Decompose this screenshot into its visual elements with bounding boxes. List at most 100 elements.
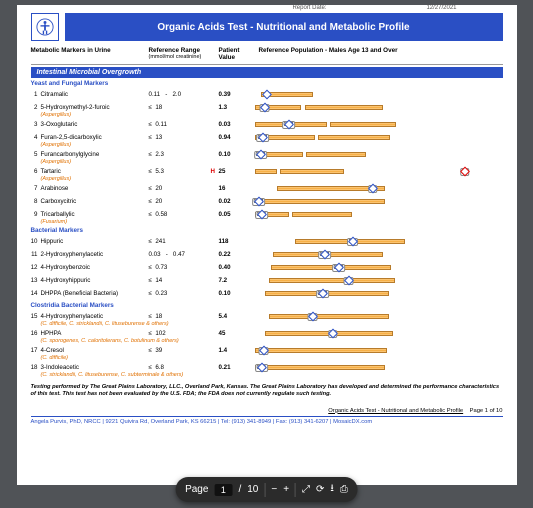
range-chart: 0.03 (255, 119, 503, 130)
page-footer: Organic Acids Test - Nutritional and Met… (31, 408, 503, 414)
row-number: 7 (31, 185, 41, 192)
reference-range: ≤ 0.73 (149, 264, 219, 271)
analyte-name: 5-Hydroxymethyl-2-furoic (41, 104, 149, 111)
row-number: 9 (31, 211, 41, 218)
patient-value: 0.10 (219, 290, 255, 297)
patient-value: H25 (219, 168, 255, 175)
group-title: Bacterial Markers (31, 227, 503, 234)
patient-value: 0.02 (219, 198, 255, 205)
range-chart: 45 (255, 328, 503, 339)
report-page: Report Date: 12/27/2021 Organic Acids Te… (17, 5, 517, 485)
reference-range: ≤ 20 (149, 185, 219, 192)
analyte-name: HPHPA (41, 330, 149, 337)
row-number: 6 (31, 168, 41, 175)
range-chart: 0.21 (255, 362, 503, 373)
row-number: 11 (31, 251, 41, 258)
analyte-row: 174-Cresol≤ 391.41.4 (31, 344, 503, 357)
header-top-label: Report Date: (292, 5, 326, 11)
analyte-name: 3-Oxoglutaric (41, 121, 149, 128)
col-value: Patient Value (219, 47, 259, 61)
range-chart: 1.4 (255, 345, 503, 356)
range-chart: 0.05 (255, 209, 503, 220)
range-chart: 7.2 (255, 275, 503, 286)
reference-range: ≤ 5.3 (149, 168, 219, 175)
toolbar-divider (264, 483, 265, 497)
page-number-input[interactable] (214, 484, 232, 496)
range-chart: 0.10 (255, 149, 503, 160)
analyte-name: 4-Cresol (41, 347, 149, 354)
fit-width-icon[interactable]: ⤢ (302, 484, 310, 495)
reference-range: 0.03 - 0.47 (149, 251, 219, 258)
analyte-name: Tricarballylic (41, 211, 149, 218)
report-title: Organic Acids Test - Nutritional and Met… (65, 13, 503, 41)
patient-value: 5.4 (219, 313, 255, 320)
analyte-name: Hippuric (41, 238, 149, 245)
analyte-row: 25-Hydroxymethyl-2-furoic≤ 181.31.3 (31, 101, 503, 114)
patient-value: 0.05 (219, 211, 255, 218)
col-population: Reference Population - Males Age 13 and … (259, 47, 503, 61)
patient-value: 0.22 (219, 251, 255, 258)
zoom-out-icon[interactable]: − (271, 484, 277, 495)
reference-range: ≤ 18 (149, 104, 219, 111)
patient-value: 16 (219, 185, 255, 192)
lab-logo-icon (31, 13, 59, 41)
patient-value: 0.40 (219, 264, 255, 271)
row-number: 4 (31, 134, 41, 141)
range-chart: 118 (255, 236, 503, 247)
analyte-name: Arabinose (41, 185, 149, 192)
row-number: 18 (31, 364, 41, 371)
reference-range: ≤ 39 (149, 347, 219, 354)
analyte-name: Tartaric (41, 168, 149, 175)
patient-value: 7.2 (219, 277, 255, 284)
col-marker: Metabolic Markers in Urine (31, 47, 149, 61)
rotate-icon[interactable]: ⟳ (316, 484, 324, 495)
reference-range: ≤ 241 (149, 238, 219, 245)
pdf-toolbar: Page / 10 − + ⤢ ⟳ ⭳ ⎙ (175, 477, 358, 502)
analyte-name: Citramalic (41, 91, 149, 98)
analyte-name: Carboxycitric (41, 198, 149, 205)
group-title: Clostridia Bacterial Markers (31, 302, 503, 309)
range-chart: 0.40 (255, 262, 503, 273)
print-icon[interactable]: ⎙ (340, 484, 348, 495)
reference-range: ≤ 0.11 (149, 121, 219, 128)
analyte-row: 6Tartaric≤ 5.3H2525 (31, 165, 503, 178)
row-number: 15 (31, 313, 41, 320)
analyte-name: 4-Hydroxyphenylacetic (41, 313, 149, 320)
range-chart: 1.3 (255, 102, 503, 113)
patient-value: 0.94 (219, 134, 255, 141)
analyte-row: 183-Indoleacetic≤ 6.80.210.21 (31, 361, 503, 374)
patient-value: 0.21 (219, 364, 255, 371)
page-sep: / (238, 484, 241, 495)
row-number: 17 (31, 347, 41, 354)
download-icon[interactable]: ⭳ (330, 481, 334, 498)
reference-range: 0.11 - 2.0 (149, 91, 219, 98)
col-range: Reference Range (mmol/mol creatinine) (149, 47, 219, 61)
results-body: Yeast and Fungal Markers1Citramalic0.11 … (31, 80, 503, 378)
reference-range: ≤ 102 (149, 330, 219, 337)
row-number: 3 (31, 121, 41, 128)
zoom-in-icon[interactable]: + (283, 484, 289, 495)
patient-value: 0.39 (219, 91, 255, 98)
range-chart: 0.94 (255, 132, 503, 143)
row-number: 13 (31, 277, 41, 284)
row-number: 5 (31, 151, 41, 158)
analyte-name: 2-Hydroxyphenylacetic (41, 251, 149, 258)
analyte-name: Furancarbonylglycine (41, 151, 149, 158)
analyte-row: 14DHPPA (Beneficial Bacteria)≤ 0.230.100… (31, 287, 503, 300)
disclaimer: Testing performed by The Great Plains La… (31, 384, 503, 398)
analyte-name: Furan-2,5-dicarboxylic (41, 134, 149, 141)
analyte-row: 112-Hydroxyphenylacetic0.03 - 0.470.220.… (31, 248, 503, 261)
analyte-name: 4-Hydroxybenzoic (41, 264, 149, 271)
reference-range: ≤ 13 (149, 134, 219, 141)
range-chart (255, 89, 503, 100)
analyte-row: 8Carboxycitric≤ 200.020.02 (31, 195, 503, 208)
reference-range: ≤ 20 (149, 198, 219, 205)
toolbar-divider (295, 483, 296, 497)
range-chart: 25 (255, 166, 503, 177)
row-number: 14 (31, 290, 41, 297)
row-number: 1 (31, 91, 41, 98)
reference-range: ≤ 6.8 (149, 364, 219, 371)
analyte-name: 3-Indoleacetic (41, 364, 149, 371)
patient-value: 45 (219, 330, 255, 337)
analyte-row: 124-Hydroxybenzoic≤ 0.730.400.40 (31, 261, 503, 274)
